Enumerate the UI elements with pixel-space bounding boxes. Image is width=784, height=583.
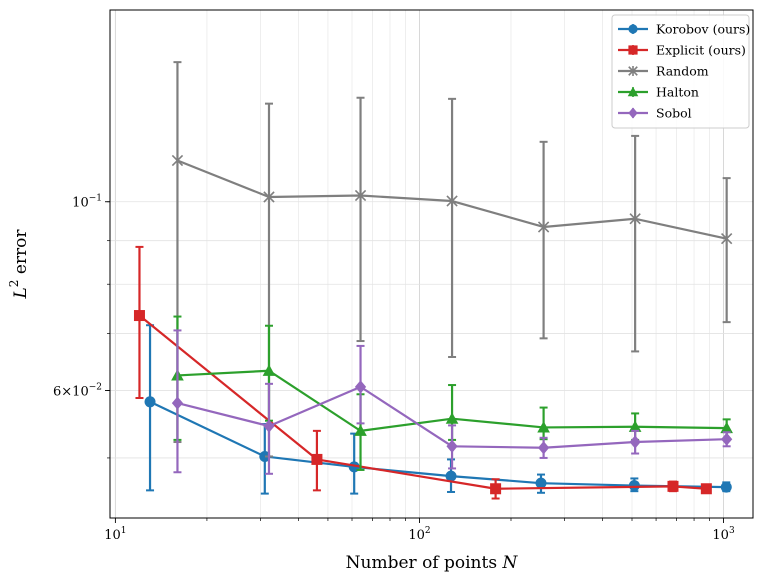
data-point-b bbox=[354, 189, 367, 202]
legend-box bbox=[611, 14, 750, 129]
data-point bbox=[628, 420, 642, 432]
data-point bbox=[445, 470, 457, 482]
plot-frame bbox=[109, 9, 754, 519]
x-tick-label: 101 bbox=[104, 526, 126, 543]
y-tick-label: 10−1 bbox=[72, 194, 102, 211]
y-tick-label: 6×10−2 bbox=[53, 383, 102, 400]
data-point bbox=[629, 435, 641, 449]
series-random bbox=[171, 61, 733, 458]
data-point bbox=[667, 480, 679, 492]
legend-item: Random bbox=[618, 64, 709, 79]
legend-marker bbox=[628, 24, 638, 34]
legend: Korobov (ours) Explicit (ours) Random Halto… bbox=[611, 14, 750, 129]
data-point-b bbox=[171, 154, 184, 167]
data-point bbox=[446, 439, 458, 453]
data-point bbox=[537, 421, 550, 433]
legend-item: Halton bbox=[618, 85, 699, 100]
legend-item: Explicit (ours) bbox=[618, 43, 746, 58]
data-point-b bbox=[537, 221, 550, 233]
data-point bbox=[171, 396, 184, 410]
data-point-b bbox=[720, 232, 733, 245]
data-point bbox=[354, 380, 367, 394]
data-point-b bbox=[629, 213, 641, 225]
data-point bbox=[133, 310, 145, 322]
tick-labels: 101 102 103 6×10−2 10−1 bbox=[53, 194, 735, 543]
y-axis-label: L2 error bbox=[7, 229, 31, 300]
data-point bbox=[700, 483, 712, 495]
data-point-b bbox=[446, 195, 458, 207]
series-sobol bbox=[171, 329, 733, 475]
legend-label: Korobov (ours) bbox=[656, 22, 750, 37]
data-point bbox=[144, 396, 156, 408]
data-point bbox=[721, 432, 733, 446]
data-point bbox=[720, 421, 733, 434]
data-point bbox=[628, 480, 640, 492]
legend-marker bbox=[628, 45, 638, 55]
legend-marker bbox=[628, 107, 638, 119]
data-point bbox=[537, 441, 550, 455]
legend-marker-b bbox=[628, 66, 638, 76]
legend-item: Sobol bbox=[618, 106, 692, 121]
legend-label: Sobol bbox=[656, 106, 692, 121]
series-explicit-ours bbox=[133, 245, 712, 500]
data-point-b bbox=[263, 191, 275, 203]
data-point bbox=[490, 483, 502, 495]
series-korobov-ours bbox=[144, 324, 732, 495]
series-layer bbox=[133, 61, 733, 500]
data-point bbox=[445, 412, 459, 424]
data-point bbox=[262, 364, 276, 376]
legend-label: Halton bbox=[656, 85, 699, 100]
data-point bbox=[263, 419, 275, 433]
data-point bbox=[311, 453, 323, 465]
grid bbox=[110, 10, 753, 518]
legend-label: Random bbox=[656, 64, 709, 79]
x-tick-label: 102 bbox=[408, 526, 430, 543]
data-point bbox=[259, 450, 271, 462]
x-tick-label: 103 bbox=[712, 526, 735, 543]
legend-label: Explicit (ours) bbox=[656, 43, 746, 58]
data-point bbox=[535, 477, 547, 489]
data-point bbox=[720, 481, 732, 493]
x-axis-label: Number of points N bbox=[346, 553, 519, 573]
legend-item: Korobov (ours) bbox=[618, 22, 750, 37]
legend-marker bbox=[627, 86, 639, 97]
data-point bbox=[354, 424, 367, 436]
